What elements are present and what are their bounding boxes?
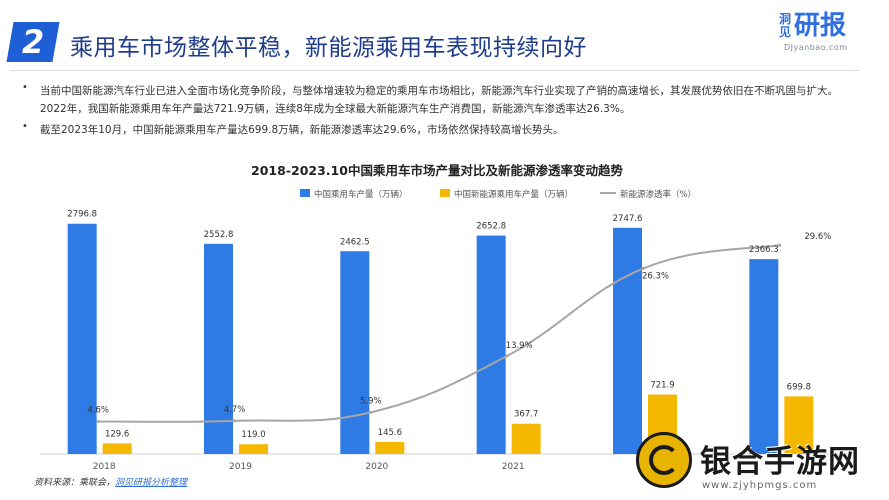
data-label-penetration: 26.3% bbox=[642, 271, 669, 281]
labels-penetration: 4.6% 4.7% 5.9% 13.9% 26.3% 29.6% bbox=[87, 232, 831, 415]
data-label-passenger-cars: 2462.5 bbox=[340, 237, 370, 247]
watermark-url: www.zjyhpmgs.com bbox=[702, 480, 818, 491]
legend-label-nev-cars: 中国新能源乘用车产量（万辆） bbox=[454, 189, 573, 200]
penetration-point bbox=[369, 410, 373, 414]
bar-passenger-cars bbox=[749, 259, 779, 454]
watermark: 银合手游网 www.zjyhpmgs.com bbox=[636, 430, 886, 496]
watermark-logo-icon bbox=[636, 432, 692, 488]
bar-nev-cars bbox=[102, 443, 132, 454]
data-label-nev-cars: 119.0 bbox=[241, 430, 265, 440]
source-note: 资料来源：乘联会，洞见研报分析整理 bbox=[34, 475, 187, 488]
series-nev-cars bbox=[102, 394, 814, 454]
series-penetration bbox=[96, 243, 782, 424]
chart-legend: 中国乘用车产量（万辆） 中国新能源乘用车产量（万辆） 新能源渗透率（%） bbox=[300, 189, 696, 200]
data-label-penetration: 5.9% bbox=[360, 396, 382, 406]
brand-logo-domain: DJyanbao.com bbox=[784, 43, 848, 52]
x-tick-label: 2021 bbox=[502, 462, 525, 472]
penetration-line bbox=[98, 244, 781, 423]
x-axis-ticks: 2018201920202021202 bbox=[93, 462, 658, 472]
x-tick-label: 2019 bbox=[229, 462, 252, 472]
series-passenger-cars bbox=[67, 223, 779, 454]
bullet-marker: • bbox=[22, 121, 28, 132]
data-label-passenger-cars: 2552.8 bbox=[204, 230, 234, 240]
brand-logo-small: 洞见 bbox=[778, 12, 791, 39]
bar-passenger-cars bbox=[340, 251, 370, 454]
bar-nev-cars bbox=[511, 423, 541, 454]
labels-passenger-cars: 2796.8 2552.8 2462.5 2652.8 2747.6 2366.3 bbox=[67, 210, 778, 255]
page-title: 乘用车市场整体平稳，新能源乘用车表现持续向好 bbox=[70, 35, 587, 61]
data-label-nev-cars: 145.6 bbox=[378, 428, 402, 438]
data-label-penetration: 4.7% bbox=[224, 405, 246, 415]
x-tick-label: 2018 bbox=[93, 462, 116, 472]
x-tick-label: 2020 bbox=[365, 462, 388, 472]
bar-passenger-cars bbox=[67, 223, 97, 454]
chart-title: 2018-2023.10中国乘用车市场产量对比及新能源渗透率变动趋势 bbox=[251, 163, 623, 178]
bar-nev-cars bbox=[784, 396, 814, 454]
bar-nev-cars bbox=[239, 444, 268, 454]
data-label-passenger-cars: 2652.8 bbox=[476, 222, 506, 232]
data-label-penetration: 29.6% bbox=[804, 232, 831, 242]
bullet-text: 截至2023年10月，中国新能源乘用车产量达699.8万辆，新能源渗透率达29.… bbox=[40, 124, 564, 136]
source-prefix: 资料来源：乘联会， bbox=[34, 478, 116, 488]
data-label-nev-cars: 699.8 bbox=[787, 382, 811, 392]
data-label-nev-cars: 367.7 bbox=[514, 410, 538, 420]
data-label-nev-cars: 129.6 bbox=[105, 429, 129, 439]
legend-swatch-nev-cars bbox=[440, 189, 450, 197]
brand-logo: 洞见 研报 bbox=[778, 12, 846, 40]
data-label-penetration: 4.6% bbox=[87, 406, 109, 416]
bar-nev-cars bbox=[375, 442, 405, 454]
data-label-passenger-cars: 2747.6 bbox=[613, 214, 643, 224]
source-link[interactable]: 洞见研报分析整理 bbox=[115, 478, 188, 488]
bullet-marker: • bbox=[22, 82, 28, 93]
legend-label-penetration: 新能源渗透率（%） bbox=[620, 189, 696, 200]
watermark-text: 银合手游网 bbox=[700, 444, 860, 480]
data-label-passenger-cars: 2796.8 bbox=[67, 210, 97, 220]
penetration-point bbox=[778, 243, 782, 247]
penetration-point bbox=[96, 420, 100, 424]
brand-logo-main: 研报 bbox=[794, 11, 847, 41]
penetration-point bbox=[233, 419, 236, 423]
title-divider bbox=[10, 70, 860, 71]
bullet-text: 当前中国新能源汽车行业已进入全面市场化竞争阶段，与整体增速较为稳定的乘用车市场相… bbox=[40, 85, 838, 115]
legend-swatch-passenger-cars bbox=[300, 189, 310, 197]
penetration-point bbox=[505, 354, 509, 358]
bar-passenger-cars bbox=[476, 235, 506, 454]
bar-passenger-cars bbox=[613, 227, 642, 454]
penetration-point bbox=[642, 266, 645, 270]
legend-label-passenger-cars: 中国乘用车产量（万辆） bbox=[314, 189, 408, 200]
labels-nev-cars: 129.6 119.0 145.6 367.7 721.9 699.8 bbox=[105, 381, 811, 441]
data-label-penetration: 13.9% bbox=[506, 341, 533, 351]
data-label-nev-cars: 721.9 bbox=[650, 381, 674, 391]
data-label-passenger-cars: 2366.3 bbox=[749, 245, 779, 255]
bar-passenger-cars bbox=[204, 243, 233, 454]
